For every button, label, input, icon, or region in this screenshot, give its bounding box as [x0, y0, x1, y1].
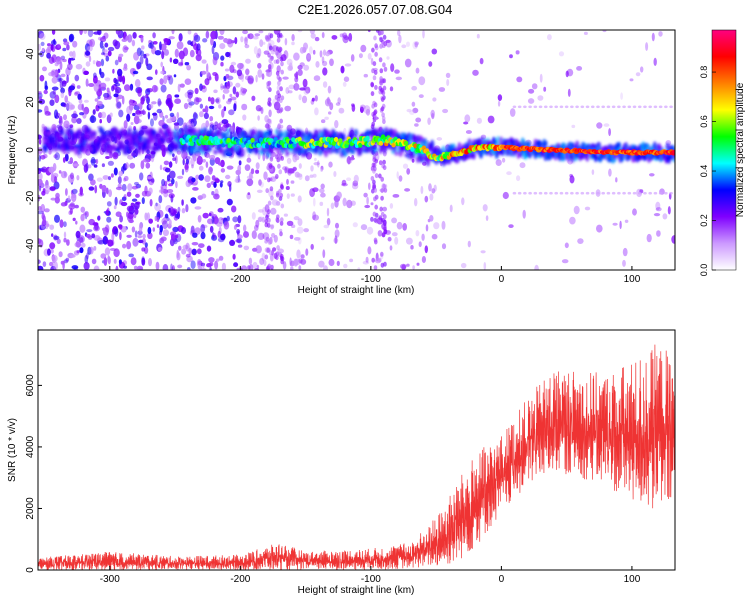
spectrogram-x-ticks: -300 -200 -100 0 100	[100, 266, 641, 285]
snr-x-tick-label: -300	[100, 574, 120, 585]
spectrogram-noise	[38, 30, 675, 270]
spectrogram-heatmap	[38, 30, 675, 270]
colorbar-tick-label: 0.2	[699, 214, 709, 227]
spectrogram-y-axis-label: Frequency (Hz)	[7, 116, 18, 185]
spectrogram-y-tick-label: -40	[25, 238, 36, 253]
spectrogram-x-tick-label: -200	[230, 274, 250, 285]
spectrogram-y-tick-label: -20	[25, 190, 36, 205]
snr-y-axis-label: SNR (10 * v/v)	[7, 418, 18, 482]
snr-y-tick-label: 2000	[25, 497, 36, 520]
spectrogram-x-tick-label: 100	[624, 274, 641, 285]
snr-x-ticks: -300 -200 -100 0 100	[100, 566, 641, 585]
snr-y-tick-label: 4000	[25, 435, 36, 458]
snr-y-ticks: 0 2000 4000 6000	[25, 374, 42, 573]
colorbar: 0.0 0.2 0.4 0.6 0.8 Normalized spectral ampl…	[699, 29, 746, 276]
colorbar-label: Normalized spectral amplitude	[735, 82, 746, 217]
colorbar-tick-label: 0.4	[699, 165, 709, 178]
snr-series-line	[38, 344, 675, 570]
snr-frame	[37, 329, 676, 571]
spectrogram-x-axis-label: Height of straight line (km)	[298, 285, 415, 296]
snr-x-tick-label: -200	[230, 574, 250, 585]
colorbar-ticks: 0.0 0.2 0.4 0.6 0.8	[699, 66, 716, 276]
spectrogram-y-tick-label: 40	[25, 48, 36, 60]
colorbar-tick-label: 0.8	[699, 66, 709, 79]
figure-title: C2E1.2026.057.07.08.G04	[298, 2, 453, 17]
snr-x-tick-label: -100	[361, 574, 381, 585]
spectrogram-x-tick-label: 0	[499, 274, 505, 285]
spectrogram-y-tick-label: 20	[25, 96, 36, 108]
colorbar-frame	[711, 29, 737, 271]
spectrogram-ridge	[179, 105, 675, 195]
spectrogram-x-tick-label: -300	[100, 274, 120, 285]
colorbar-tick-label: 0.0	[699, 264, 709, 277]
snr-x-tick-label: 100	[624, 574, 641, 585]
snr-x-axis-label: Height of straight line (km)	[298, 585, 415, 596]
colorbar-scale	[712, 30, 736, 270]
snr-x-tick-label: 0	[499, 574, 505, 585]
snr-y-tick-label: 0	[25, 567, 36, 573]
spectrogram-y-tick-label: 0	[25, 147, 36, 153]
colorbar-tick-label: 0.6	[699, 115, 709, 128]
snr-y-tick-label: 6000	[25, 374, 36, 397]
spectrogram-y-ticks: -40 -20 0 20 40	[25, 48, 42, 253]
spectrogram-x-tick-label: -100	[361, 274, 381, 285]
